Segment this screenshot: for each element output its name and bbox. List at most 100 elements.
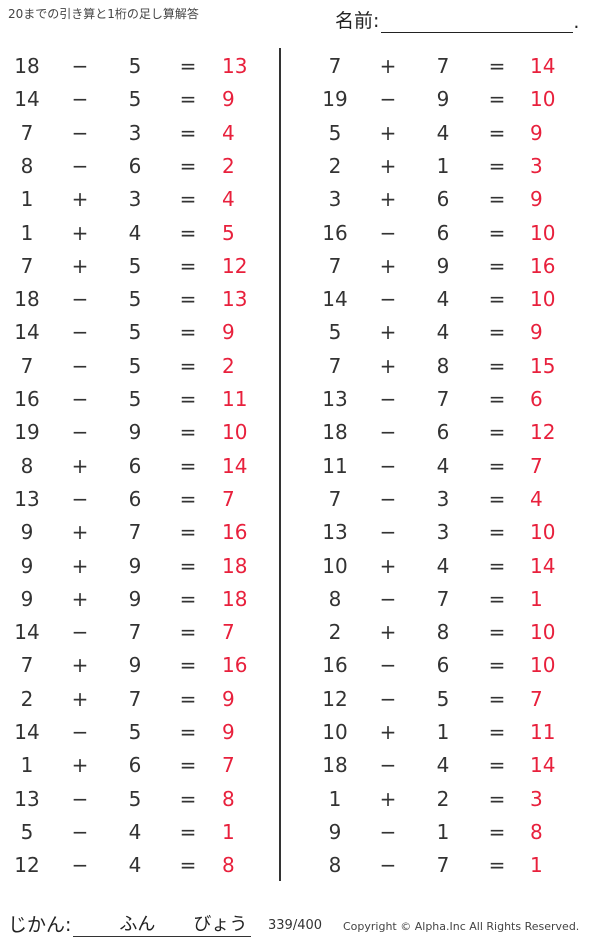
answer: 9	[530, 320, 543, 345]
operator: +	[379, 187, 397, 212]
operand-a: 13	[322, 387, 348, 411]
answer: 14	[530, 553, 556, 578]
operator: +	[71, 187, 89, 212]
name-label: 名前:	[335, 10, 380, 32]
operand-b: 4	[436, 453, 450, 478]
operator: −	[71, 87, 89, 112]
operand-a: 9	[20, 586, 34, 611]
equals: =	[179, 686, 197, 711]
operand-a: 7	[328, 353, 342, 378]
equals: =	[179, 620, 197, 645]
operand-b: 7	[128, 520, 142, 545]
operand-a: 8	[328, 853, 342, 878]
operand-b: 3	[436, 520, 450, 545]
operand-b: 6	[436, 653, 450, 678]
operand-b: 7	[436, 853, 450, 878]
operator: −	[71, 287, 89, 312]
equals: =	[179, 420, 197, 445]
operand-b: 5	[128, 387, 142, 411]
equals: =	[488, 253, 506, 278]
operator: +	[71, 220, 89, 245]
operator: +	[71, 553, 89, 578]
operator: +	[379, 54, 397, 78]
operand-a: 11	[322, 453, 348, 478]
equals: =	[488, 620, 506, 645]
equals: =	[179, 353, 197, 378]
answer: 7	[530, 453, 543, 478]
equals: =	[488, 653, 506, 678]
operand-a: 7	[20, 653, 34, 678]
equals: =	[179, 520, 197, 545]
operand-a: 18	[322, 753, 348, 778]
operand-b: 5	[436, 686, 450, 711]
equals: =	[179, 54, 197, 78]
operand-b: 5	[128, 353, 142, 378]
operand-b: 5	[128, 786, 142, 811]
equals: =	[488, 220, 506, 245]
answer: 4	[222, 187, 235, 212]
operand-a: 2	[20, 686, 34, 711]
operand-b: 4	[128, 819, 142, 844]
equals: =	[179, 553, 197, 578]
equals: =	[179, 753, 197, 778]
equals: =	[179, 786, 197, 811]
operator: −	[379, 486, 397, 511]
operand-a: 19	[14, 420, 40, 445]
operand-b: 7	[128, 620, 142, 645]
equals: =	[488, 586, 506, 611]
operand-b: 3	[128, 187, 142, 212]
equals: =	[488, 420, 506, 445]
name-end: .	[573, 11, 580, 33]
equals: =	[179, 387, 197, 411]
operand-b: 4	[436, 553, 450, 578]
answer: 9	[222, 720, 235, 744]
answer: 10	[530, 520, 556, 545]
answer: 7	[222, 753, 235, 778]
minutes-label: ふん	[119, 914, 156, 935]
equals: =	[488, 187, 506, 212]
operand-a: 14	[14, 720, 40, 744]
answer: 11	[222, 387, 248, 411]
equals: =	[488, 153, 506, 178]
equals: =	[179, 653, 197, 678]
answer: 1	[222, 819, 235, 844]
answer: 14	[222, 453, 248, 478]
equals: =	[488, 786, 506, 811]
operand-b: 6	[128, 486, 142, 511]
operand-a: 14	[322, 287, 348, 312]
equals: =	[488, 320, 506, 345]
answer: 2	[222, 353, 235, 378]
equals: =	[488, 453, 506, 478]
operator: +	[379, 620, 397, 645]
equals: =	[488, 120, 506, 145]
operand-a: 7	[20, 253, 34, 278]
operand-a: 12	[14, 853, 40, 878]
operand-a: 7	[328, 54, 342, 78]
answer: 9	[530, 187, 543, 212]
equals: =	[179, 819, 197, 844]
operator: −	[71, 853, 89, 878]
answer: 14	[530, 753, 556, 778]
operand-a: 16	[322, 220, 348, 245]
answer: 4	[530, 486, 543, 511]
operand-b: 8	[436, 353, 450, 378]
operand-a: 5	[328, 320, 342, 345]
operand-a: 2	[328, 620, 342, 645]
worksheet-title: 20までの引き算と1桁の足し算解答	[8, 7, 199, 21]
equals: =	[179, 187, 197, 212]
operand-b: 5	[128, 320, 142, 345]
operand-a: 1	[328, 786, 342, 811]
answer: 2	[222, 153, 235, 178]
answer: 16	[222, 653, 248, 678]
operator: −	[71, 420, 89, 445]
equals: =	[488, 753, 506, 778]
operator: +	[71, 653, 89, 678]
operator: −	[379, 686, 397, 711]
operand-a: 18	[322, 420, 348, 445]
equals: =	[488, 553, 506, 578]
operator: −	[71, 620, 89, 645]
answer: 12	[222, 253, 248, 278]
operator: −	[71, 720, 89, 744]
operand-b: 5	[128, 54, 142, 78]
answer: 14	[530, 54, 556, 78]
